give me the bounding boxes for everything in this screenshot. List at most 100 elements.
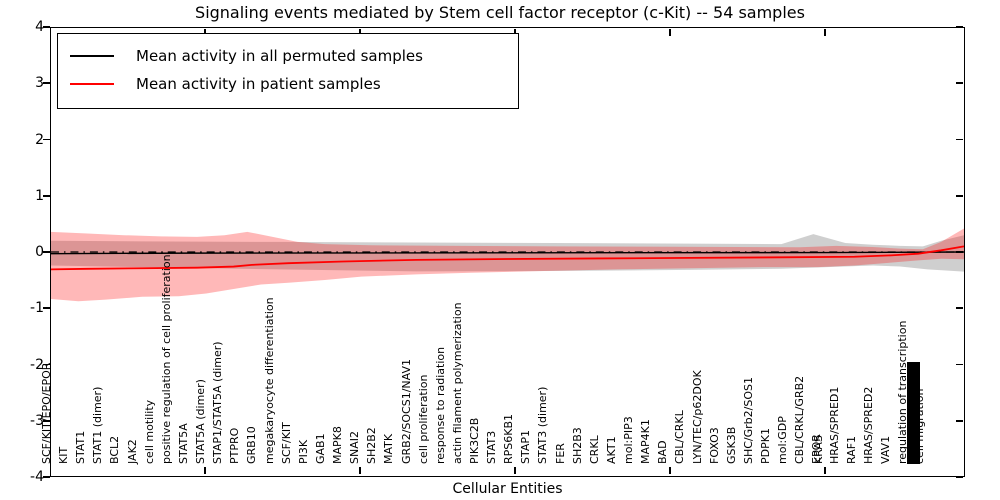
y-tick-label: 0 [35,244,44,260]
entity-label: megakaryocyte differentiation [262,297,276,464]
entity-label: GSK3B [724,426,738,464]
y-tick-right [956,82,964,85]
y-tick-label: -4 [30,469,44,485]
entity-label: STAT1 [74,430,88,464]
entity-label: FOXO3 [707,427,721,464]
entity-label: RAF1 [844,435,858,464]
entity-label: cell motility [142,399,156,464]
entity-label: BCL2 [108,435,122,464]
entity-label: AKT1 [604,436,618,464]
y-tick-right [956,363,964,366]
y-tick-left [43,307,50,310]
entity-label: MAP4K1 [639,419,653,464]
entity-label: mol:PIP3 [622,416,636,464]
x-tick-top [824,28,827,36]
y-tick-right [956,194,964,197]
x-tick-top [514,28,516,36]
x-tick-top [359,28,361,36]
entity-label: MAPK8 [331,426,345,464]
entity-label: HRAS/SPRED2 [861,386,875,464]
y-tick-label: 1 [35,187,44,204]
entity-label: STAT5A [176,423,190,464]
legend-line-sample-red [70,83,114,85]
y-tick-right [956,476,964,478]
y-tick-left [43,363,50,366]
entity-label: PI3K [296,439,310,464]
y-tick-right [956,138,964,141]
entity-label: CRKL [587,435,601,464]
entity-label: STAT5A (dimer) [194,379,208,464]
chart-canvas [51,228,964,302]
entity-label: SNAI2 [348,431,362,464]
entity-label: actin filament polymerization [450,302,464,464]
legend-label: Mean activity in all permuted samples [136,47,423,65]
y-tick-left [43,419,50,422]
legend-label: Mean activity in patient samples [136,75,381,93]
x-tick-bottom [204,466,206,474]
entity-label: RPS6KB1 [502,413,516,464]
entity-label: PIK3C2B [468,417,481,464]
entity-label: CBL/CRKL [673,410,687,464]
y-tick-left [43,194,50,197]
entity-label: FER [553,443,567,464]
entity-label: SH2B2 [365,427,379,464]
entity-label: SHC/Grb2/SOS1 [741,377,755,464]
entity-label: mol:GDP [776,416,790,464]
chart-title: Signaling events mediated by Stem cell f… [195,3,805,22]
entity-label: positive regulation of cell proliferatio… [159,254,173,464]
entity-label: KIT [57,446,71,464]
entity-label: response to radiation [433,346,447,464]
entity-label: LYN/TEC/p62DOK [690,370,704,464]
y-tick-right [956,419,964,422]
x-tick-top [669,28,672,36]
entity-label: STAP1 [519,429,533,464]
y-tick-label: -2 [30,356,44,373]
x-tick-bottom [514,466,516,474]
entity-label: VAV1 [878,435,892,464]
y-tick-left [43,26,50,28]
entity-label: STAT1 (dimer) [91,386,105,464]
y-tick-right [956,307,964,310]
entity-label: BAD [656,440,670,464]
y-tick-left [43,138,50,141]
legend-line-sample-black [70,55,114,57]
y-tick-left [43,82,50,85]
x-tick-bottom [359,466,361,474]
entity-label: STAP1/STAT5A (dimer) [211,341,225,464]
y-tick-right [956,26,964,28]
entity-label: MATK [382,433,396,464]
legend-entry-permuted: Mean activity in all permuted samples [70,42,508,70]
entity-label: cell proliferation [416,374,430,464]
entity-label: PDPK1 [759,428,773,464]
y-tick-right [956,251,964,253]
y-tick-left [43,251,50,253]
entity-label-overlapped: KRAS [812,435,826,464]
patient-samples-range-band [51,228,964,302]
overlapping-labels-blob [907,362,920,464]
entity-label: CBL/CRKL/GRB2 [793,375,807,464]
y-tick-label: 2 [35,131,44,148]
legend: Mean activity in all permuted samples Me… [57,33,519,109]
entity-label: SCF/KIT [279,422,293,464]
entity-label: GRB2/SOCS1/NAV1 [399,359,413,464]
entity-label: GAB1 [313,433,327,464]
entity-label: GRB10 [245,426,259,464]
y-tick-label: 4 [35,19,44,35]
x-axis-label: Cellular Entities [452,481,563,497]
x-tick-bottom [824,466,827,474]
entity-label: SH2B3 [570,427,584,464]
entity-label: PTPRO [228,427,242,464]
y-tick-left [43,476,50,478]
x-tick-bottom [669,466,672,474]
legend-entry-patient: Mean activity in patient samples [70,70,508,98]
patient-mean-line [51,245,964,271]
y-tick-label: -1 [30,300,44,317]
y-tick-label: -3 [30,412,44,429]
y-tick-label: 3 [35,75,44,92]
entity-label: STAT3 [485,430,499,464]
permuted-mean-line [51,251,964,255]
plot-area: SCF/KIT/EPO/EPOR KIT STAT1 STAT1 (dimer) BCL… [40,27,965,477]
entity-label: STAT3 (dimer) [536,386,550,464]
entity-label: HRAS/SPRED1 [827,386,841,464]
